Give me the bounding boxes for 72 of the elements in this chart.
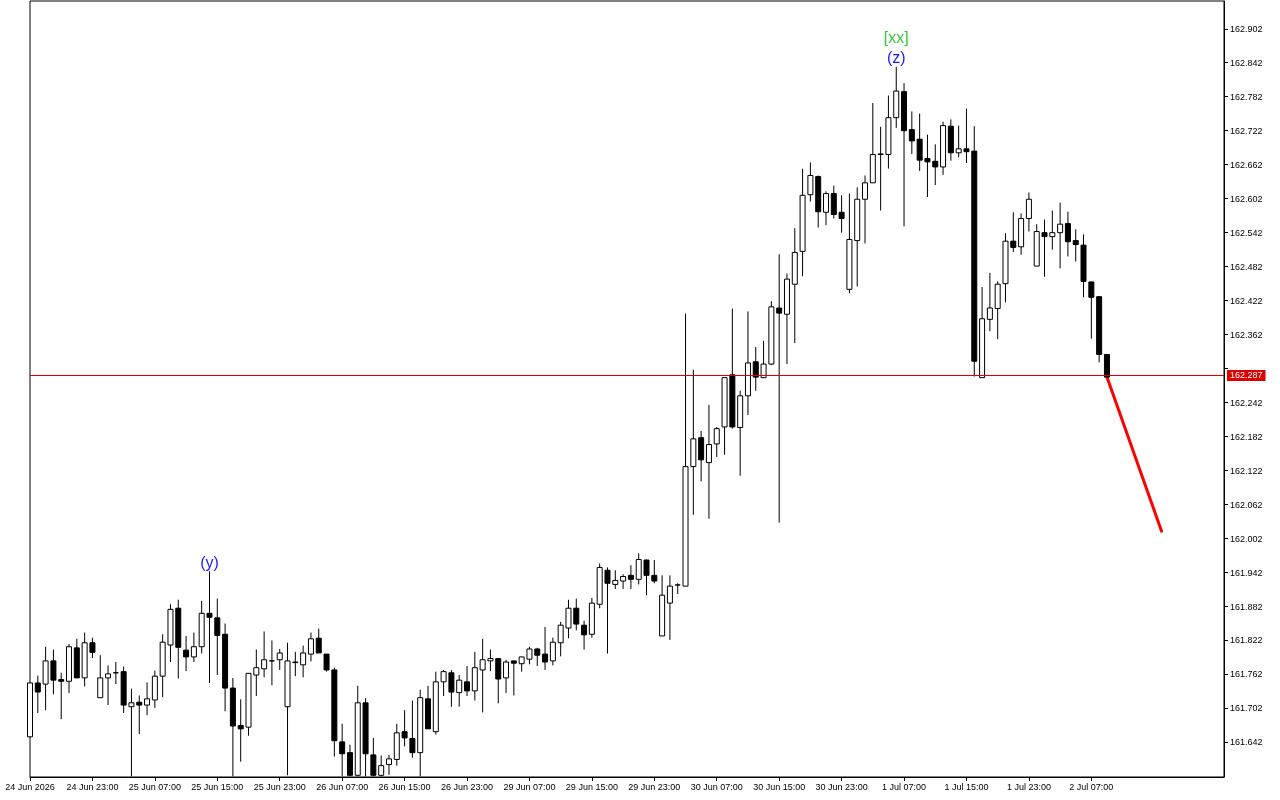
candlestick	[464, 665, 471, 697]
x-tick-label: 30 Jun 15:00	[753, 781, 806, 792]
ref-line-label: 162.287	[1230, 370, 1263, 381]
y-tick-label: 162.002	[1230, 533, 1263, 544]
candlestick	[183, 635, 190, 672]
candlestick	[503, 659, 510, 694]
candlestick	[823, 190, 829, 226]
candlestick	[300, 645, 307, 678]
x-tick-label: 24 Jun 23:00	[66, 781, 119, 792]
candlestick	[620, 573, 627, 590]
candlestick	[105, 664, 112, 706]
x-tick-label: 25 Jun 15:00	[191, 781, 244, 792]
candlestick	[705, 404, 712, 520]
candlestick	[268, 639, 275, 686]
x-tick-label: 29 Jun 23:00	[628, 781, 681, 792]
x-tick-label: 25 Jun 23:00	[253, 781, 306, 792]
y-tick-label: 162.842	[1230, 57, 1263, 68]
x-tick-label: 1 Jul 15:00	[944, 781, 989, 792]
y-tick-label: 162.782	[1230, 91, 1263, 102]
y-tick-label: 162.542	[1230, 227, 1263, 238]
y-tick-label: 161.822	[1230, 635, 1263, 646]
candlestick	[1103, 353, 1110, 378]
candlestick	[713, 426, 720, 458]
x-tick-label: 26 Jun 23:00	[441, 781, 494, 792]
y-tick-label: 162.722	[1230, 125, 1263, 136]
x-tick-label: 25 Jun 07:00	[128, 781, 181, 792]
x-tick-label: 26 Jun 15:00	[378, 781, 431, 792]
y-tick-label: 162.422	[1230, 295, 1263, 306]
x-tick-label: 29 Jun 15:00	[565, 781, 618, 792]
x-tick-label: 29 Jun 07:00	[503, 781, 556, 792]
annotation: (y)	[200, 553, 219, 571]
y-tick-label: 162.062	[1230, 499, 1263, 510]
x-tick-label: 24 Jun 2026	[5, 781, 55, 792]
candlestick	[190, 632, 197, 663]
candlestick	[151, 670, 158, 709]
y-tick-label: 162.902	[1230, 23, 1263, 34]
x-tick-label: 30 Jun 23:00	[815, 781, 868, 792]
x-tick-label: 26 Jun 07:00	[316, 781, 369, 792]
candlestick	[666, 574, 673, 641]
candlestick	[627, 564, 634, 590]
y-tick-label: 162.362	[1230, 329, 1263, 340]
x-tick-label: 2 Jul 07:00	[1069, 781, 1114, 792]
candlestick	[97, 654, 104, 699]
y-tick-label: 162.482	[1230, 261, 1263, 272]
candlestick	[549, 637, 556, 666]
candlestick	[144, 681, 151, 716]
annotation: [xx]	[883, 29, 909, 47]
y-tick-label: 162.662	[1230, 159, 1263, 170]
candlestick	[276, 648, 283, 671]
y-tick-label: 161.762	[1230, 669, 1263, 680]
y-tick-label: 161.942	[1230, 567, 1263, 578]
candlestick	[1025, 191, 1032, 233]
y-tick-label: 162.122	[1230, 465, 1263, 476]
candlestick	[698, 430, 705, 482]
candlestick	[862, 174, 869, 244]
y-tick-label: 161.702	[1230, 703, 1263, 714]
y-tick-label: 162.242	[1230, 397, 1263, 408]
candlestick	[1064, 211, 1071, 257]
annotation: (z)	[886, 49, 906, 67]
y-tick-label: 161.642	[1230, 737, 1263, 748]
y-tick-label: 162.182	[1230, 431, 1263, 442]
y-tick-label: 161.882	[1230, 601, 1263, 612]
candlestick	[542, 626, 549, 671]
candlestick	[581, 620, 588, 651]
x-tick-label: 1 Jul 07:00	[882, 781, 927, 792]
x-tick-label: 1 Jul 23:00	[1006, 781, 1051, 792]
candlestick	[261, 630, 268, 678]
candlestick	[986, 272, 993, 332]
candlestick	[307, 632, 314, 662]
candlestick	[1057, 202, 1064, 269]
y-tick-label: 162.602	[1230, 193, 1263, 204]
x-tick-label: 30 Jun 07:00	[690, 781, 743, 792]
